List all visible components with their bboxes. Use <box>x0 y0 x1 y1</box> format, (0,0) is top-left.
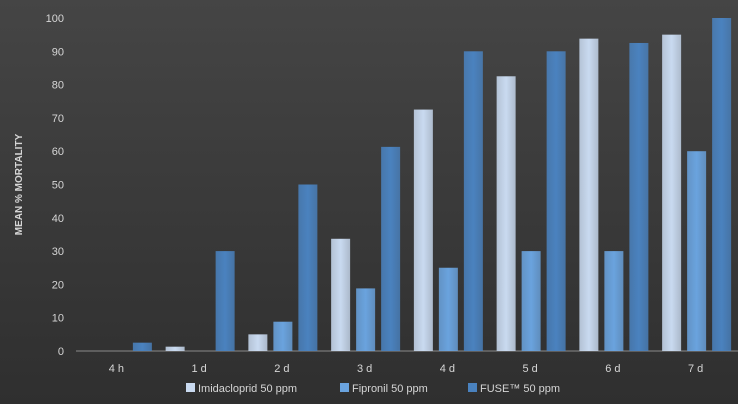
bar-fipronil-50-ppm-7 <box>687 151 707 351</box>
bar-imidacloprid-50-ppm-6 <box>579 38 599 352</box>
y-tick-label: 40 <box>52 213 64 225</box>
y-tick-label: 10 <box>52 313 64 325</box>
legend-label: Fipronil 50 ppm <box>352 383 428 395</box>
x-tick-label: 2 d <box>274 363 289 375</box>
x-tick-label: 4 h <box>109 363 124 375</box>
y-tick-label: 20 <box>52 279 64 291</box>
bar-imidacloprid-50-ppm-5 <box>496 76 516 352</box>
bar-fuse-50-ppm-7 <box>712 18 732 351</box>
bar-imidacloprid-50-ppm-4 <box>413 109 433 351</box>
x-axis-ticks: 4 h 1 d 2 d 3 d 4 d 5 d 6 d 7 d <box>109 363 704 375</box>
y-tick-label: 30 <box>52 246 64 258</box>
legend: Imidacloprid 50 ppm Fipronil 50 ppm FUSE™ … <box>186 383 560 395</box>
bar-fuse-50-ppm-1 <box>215 251 235 351</box>
bar-fuse-50-ppm-2 <box>298 184 318 351</box>
bar-fipronil-50-ppm-3 <box>356 288 376 351</box>
legend-label: Imidacloprid 50 ppm <box>198 383 297 395</box>
bar-fipronil-50-ppm-4 <box>438 267 458 351</box>
bar-fuse-50-ppm-5 <box>546 51 566 352</box>
bar-imidacloprid-50-ppm-3 <box>331 238 351 351</box>
legend-swatch <box>186 383 195 392</box>
x-tick-label: 6 d <box>605 363 620 375</box>
y-tick-label: 70 <box>52 113 64 125</box>
x-tick-label: 3 d <box>357 363 372 375</box>
y-tick-label: 60 <box>52 146 64 158</box>
bar-fipronil-50-ppm-5 <box>521 251 541 351</box>
bar-imidacloprid-50-ppm-1 <box>165 346 185 351</box>
bar-fipronil-50-ppm-2 <box>273 321 293 351</box>
y-tick-label: 50 <box>52 180 64 192</box>
bar-fuse-50-ppm-3 <box>381 146 401 351</box>
bar-imidacloprid-50-ppm-7 <box>662 34 682 352</box>
legend-swatch <box>340 383 349 392</box>
y-axis-ticks: 0 10 20 30 40 50 60 70 80 90 100 <box>46 13 64 358</box>
x-tick-label: 4 d <box>440 363 455 375</box>
y-axis-title: MEAN % MORTALITY <box>14 133 25 235</box>
bar-fuse-50-ppm-0 <box>132 342 152 351</box>
legend-label: FUSE™ 50 ppm <box>480 383 560 395</box>
bar-fuse-50-ppm-6 <box>629 42 649 351</box>
bar-fipronil-50-ppm-6 <box>604 251 624 351</box>
bars <box>132 18 732 352</box>
bar-fuse-50-ppm-4 <box>463 51 483 352</box>
legend-swatch <box>468 383 477 392</box>
y-tick-label: 90 <box>52 46 64 58</box>
x-tick-label: 1 d <box>191 363 206 375</box>
x-tick-label: 7 d <box>688 363 703 375</box>
y-tick-label: 100 <box>46 13 64 25</box>
y-tick-label: 0 <box>58 346 64 358</box>
y-tick-label: 80 <box>52 80 64 92</box>
x-tick-label: 5 d <box>522 363 537 375</box>
bar-imidacloprid-50-ppm-2 <box>248 334 268 351</box>
